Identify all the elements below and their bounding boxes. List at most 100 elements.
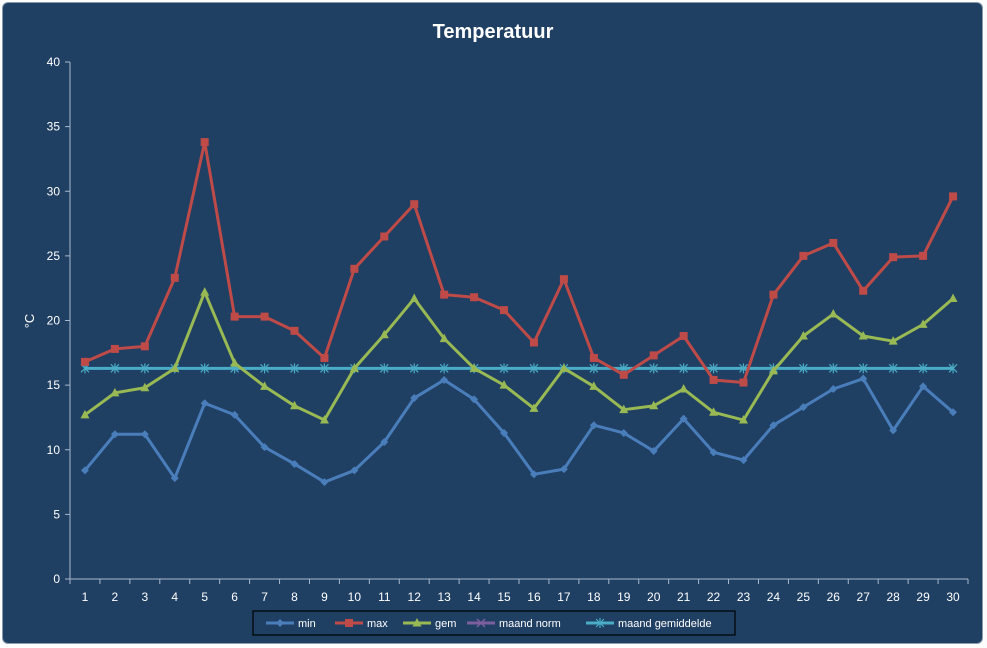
data-point-max [350,264,359,273]
data-point-max [500,306,509,315]
legend: min max gem maand norm maand gemiddelde [252,610,736,636]
y-tick-label: 35 [47,120,61,134]
y-axis-title: °C [22,314,37,329]
data-point-gem [589,381,599,390]
data-point-min [949,408,958,417]
data-point-max [709,375,718,384]
legend-label-maand-gemiddelde: maand gemiddelde [618,618,712,630]
data-point-min [589,421,598,430]
legend-marker-min [276,619,284,627]
data-point-gem [948,293,958,303]
data-point-maand-gemiddelde [888,363,898,374]
series-maand-gemiddelde [80,363,958,374]
data-point-gem [559,363,569,372]
x-tick-label: 13 [437,590,451,604]
x-tick-label: 11 [378,590,391,604]
legend-marker-gem [412,618,422,627]
data-point-min [410,394,419,403]
y-tick-label: 40 [47,55,61,69]
data-point-max [230,312,239,321]
data-point-gem [828,309,838,318]
data-point-gem [260,381,270,390]
data-point-maand-gemiddelde [409,363,419,374]
data-point-min [889,426,898,435]
series-line-min [83,377,955,484]
x-tick-label: 18 [587,590,601,604]
x-tick-label: 23 [737,590,751,604]
data-point-min [470,395,479,404]
data-point-gem [319,415,329,424]
data-point-gem [619,404,629,414]
data-point-gem [499,380,509,389]
data-point-gem [80,409,90,419]
data-point-maand-gemiddelde [200,363,210,374]
data-point-gem [858,331,868,340]
data-point-min [799,403,808,412]
data-point-min [709,448,718,457]
x-tick-label: 21 [677,590,691,604]
series-line-gem [84,290,955,422]
data-point-max [200,138,209,147]
data-point-gem [409,293,419,303]
data-point-maand-gemiddelde [439,363,449,374]
data-point-max [440,290,449,299]
data-point-min [859,374,868,383]
data-point-min [350,466,359,475]
data-point-max [619,370,628,379]
data-point-max [949,192,958,201]
data-point-maand-gemiddelde [260,363,269,374]
data-point-gem [349,363,359,372]
data-point-gem [739,415,748,424]
data-point-maand-gemiddelde [320,363,329,374]
x-tick-label: 17 [557,590,571,604]
data-point-max [320,353,329,362]
x-tick-label: 5 [201,590,208,604]
x-tick-label: 20 [647,590,661,604]
data-point-max [170,273,179,282]
data-point-min [320,478,329,487]
data-point-maand-gemiddelde [290,363,299,374]
data-point-gem [439,333,449,343]
series-line-max [84,140,955,385]
legend-marker-maand-norm [476,618,486,628]
x-tick-label: 27 [857,590,871,604]
data-point-min [619,428,628,437]
data-point-gem [918,319,928,328]
data-point-max [260,312,269,321]
y-tick-label: 15 [47,378,61,392]
data-point-min [80,466,89,475]
x-tick-label: 9 [321,590,328,604]
y-tick-label: 25 [47,249,61,263]
data-point-max [859,286,868,295]
legend-marker-maand-gemiddelde [595,618,605,628]
data-point-min [769,421,778,430]
data-point-gem [798,331,808,340]
x-tick-label: 22 [707,590,721,604]
data-point-maand-gemiddelde [589,363,599,374]
series-max [80,138,958,387]
data-point-max [470,293,479,302]
data-point-gem [469,363,479,372]
data-point-max [140,342,149,351]
data-point-min [440,375,449,384]
data-point-gem [709,407,719,416]
legend-box [252,610,736,636]
data-point-gem [379,329,389,339]
x-tick-label: 19 [617,590,631,604]
data-point-maand-gemiddelde [379,363,389,374]
y-tick-label: 5 [53,507,60,521]
data-point-max [589,353,598,362]
data-point-max [739,378,748,387]
x-tick-label: 24 [767,590,781,604]
x-tick-label: 3 [141,590,148,604]
x-tick-label: 12 [408,590,422,604]
x-tick-label: 29 [916,590,930,604]
data-point-maand-gemiddelde [110,363,120,374]
data-point-min [260,443,269,452]
data-point-maand-gemiddelde [679,363,689,374]
data-point-gem [140,382,150,392]
data-point-min [380,437,389,446]
data-point-max [889,253,898,262]
